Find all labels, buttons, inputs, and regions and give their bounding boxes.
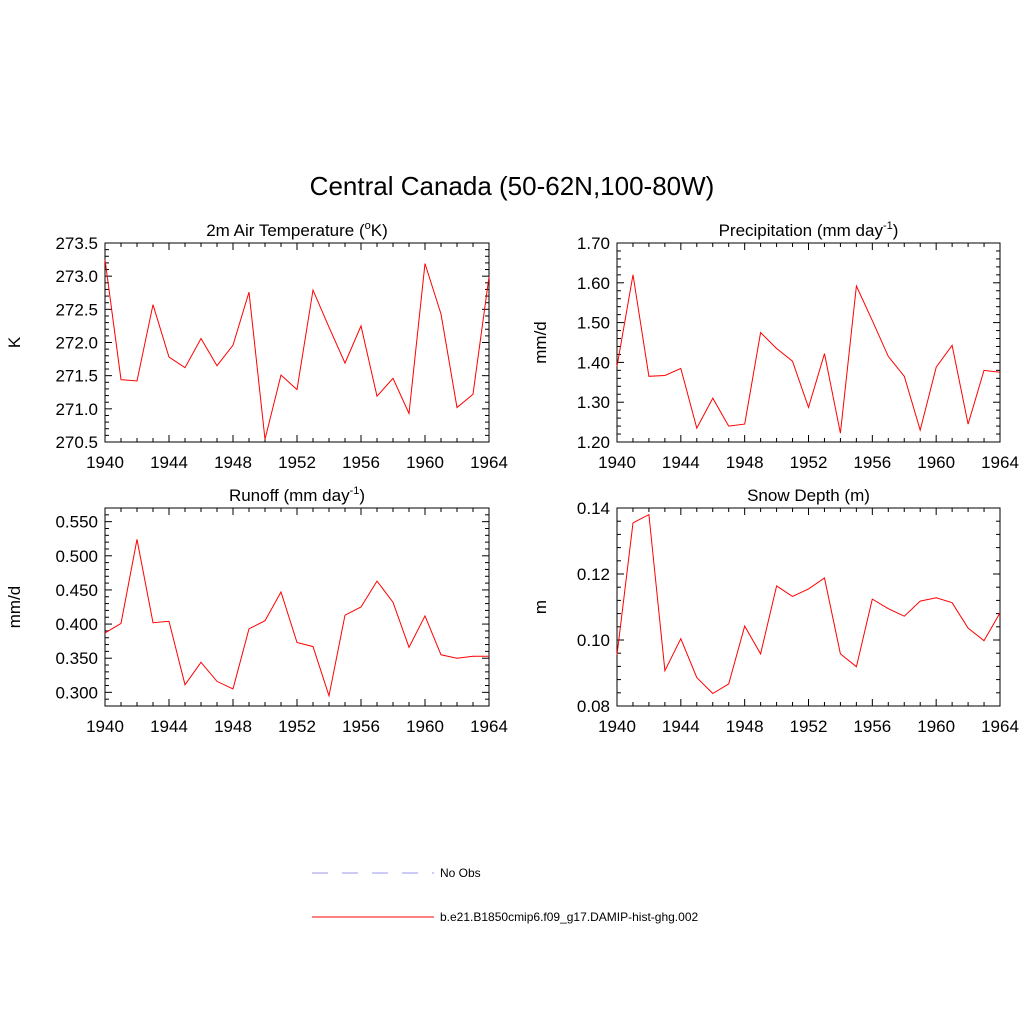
y-tick-label: 1.40 [577,353,610,372]
y-tick-label: 1.50 [577,314,610,333]
plot-frame [616,507,1001,707]
y-tick-label: 0.350 [55,649,98,668]
y-tick-label: 0.12 [577,565,610,584]
figure-title: Central Canada (50-62N,100-80W) [310,171,715,201]
x-tick-label: 1960 [917,453,955,472]
legend-label-model-run: b.e21.B1850cmip6.f09_g17.DAMIP-hist-ghg.… [440,910,698,924]
y-tick-label: 1.30 [577,393,610,412]
y-tick-label: 0.500 [55,547,98,566]
panel-title: Runoff (mm day-1) [229,485,365,505]
panel-title: 2m Air Temperature (oK) [206,220,388,240]
panel-air-temperature: 2m Air Temperature (oK) K 1940 1944 1948 1952… [5,220,508,472]
y-tick-label: 1.20 [577,433,610,452]
series-line-precipitation [616,274,1001,434]
x-tick-label: 1952 [790,453,828,472]
y-tick-label: 1.60 [577,274,610,293]
x-tick-label: 1948 [214,717,252,736]
panel-title: Precipitation (mm day-1) [719,220,899,240]
plot-frame [104,507,490,707]
series-line-snow-depth [616,513,1001,695]
y-tick-label: 273.5 [55,234,98,253]
x-tick-label: 1940 [86,717,124,736]
y-tick-label: 0.10 [577,631,610,650]
x-tick-label: 1964 [981,453,1019,472]
x-tick-label: 1952 [278,717,316,736]
panel-precipitation: Precipitation (mm day-1) mm/d 1940 1944 1948… [531,220,1019,472]
panel-title: Snow Depth (m) [747,486,870,505]
x-tick-label: 1960 [406,717,444,736]
x-tick-label: 1944 [662,453,700,472]
y-tick-label: 0.300 [55,683,98,702]
x-tick-label: 1956 [342,453,380,472]
x-tick-label: 1956 [853,717,891,736]
x-tick-label: 1948 [726,453,764,472]
panel-snow-depth: Snow Depth (m) m 1940 1944 1948 1952 1956 1960 1… [531,486,1019,736]
legend: No Obs b.e21.B1850cmip6.f09_g17.DAMIP-hi… [312,866,698,924]
y-axis-label: mm/d [531,321,550,364]
x-tick-label: 1944 [150,717,188,736]
x-tick-label: 1940 [598,453,636,472]
x-tick-label: 1948 [726,717,764,736]
y-axis-label: mm/d [5,586,24,629]
legend-label-no-obs: No Obs [440,866,481,880]
y-axis-label: K [5,336,24,348]
x-tick-label: 1964 [981,717,1019,736]
y-tick-label: 0.14 [577,499,610,518]
x-tick-label: 1944 [150,453,188,472]
x-tick-label: 1956 [342,717,380,736]
x-tick-label: 1964 [470,717,508,736]
y-tick-label: 0.08 [577,697,610,716]
x-tick-label: 1964 [470,453,508,472]
y-tick-label: 0.550 [55,513,98,532]
x-tick-label: 1944 [662,717,700,736]
x-tick-label: 1956 [853,453,891,472]
y-tick-label: 272.5 [55,300,98,319]
y-tick-label: 271.5 [55,367,98,386]
y-tick-label: 0.450 [55,581,98,600]
y-axis-label: m [531,600,550,614]
x-tick-label: 1948 [214,453,252,472]
x-tick-label: 1940 [598,717,636,736]
y-tick-label: 270.5 [55,433,98,452]
y-tick-label: 272.0 [55,334,98,353]
x-tick-label: 1940 [86,453,124,472]
y-tick-label: 273.0 [55,267,98,286]
x-tick-label: 1952 [278,453,316,472]
y-tick-label: 0.400 [55,615,98,634]
x-tick-label: 1952 [790,717,828,736]
panel-runoff: Runoff (mm day-1) mm/d 1940 1944 1948 1952 195… [5,485,508,736]
series-line-air-temperature [104,259,490,440]
y-tick-label: 271.0 [55,400,98,419]
plot-frame [616,242,1001,443]
y-tick-label: 1.70 [577,234,610,253]
plot-frame [104,242,490,443]
series-line-runoff [104,539,489,698]
x-tick-label: 1960 [917,717,955,736]
x-tick-label: 1960 [406,453,444,472]
